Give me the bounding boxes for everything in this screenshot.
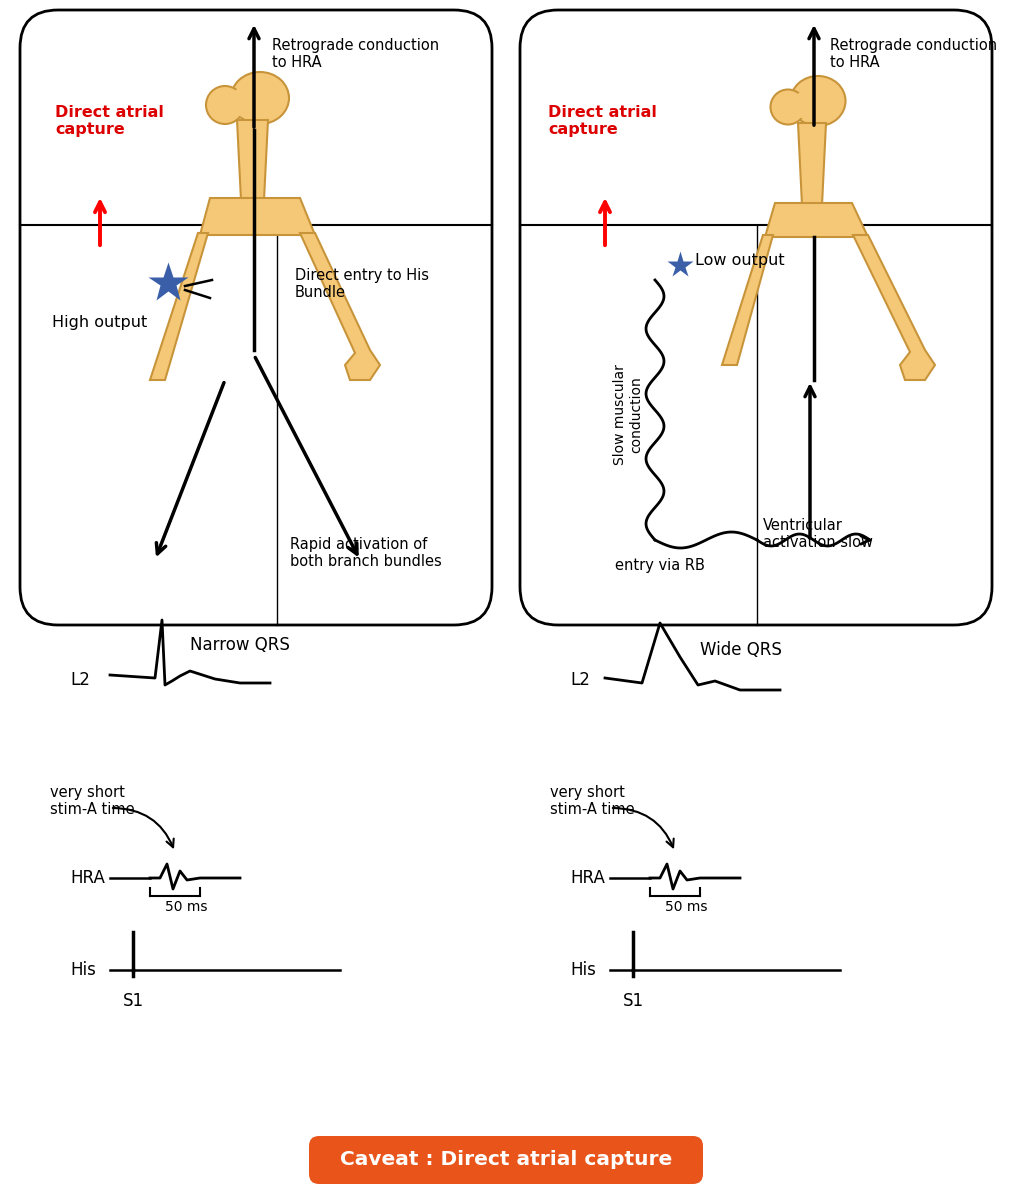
Polygon shape (150, 233, 208, 380)
FancyBboxPatch shape (520, 10, 991, 625)
Text: His: His (70, 961, 96, 979)
Text: HRA: HRA (569, 870, 605, 888)
Text: HRA: HRA (70, 870, 105, 888)
Ellipse shape (206, 86, 244, 124)
Polygon shape (721, 235, 772, 365)
Ellipse shape (790, 76, 844, 126)
Text: L2: L2 (70, 671, 90, 689)
Text: Caveat : Direct atrial capture: Caveat : Direct atrial capture (340, 1151, 671, 1170)
Polygon shape (852, 235, 934, 380)
Text: 50 ms: 50 ms (165, 900, 207, 914)
Text: S1: S1 (122, 992, 144, 1010)
Polygon shape (764, 203, 867, 237)
FancyBboxPatch shape (308, 1136, 703, 1184)
Text: Direct atrial
capture: Direct atrial capture (55, 104, 164, 137)
Polygon shape (798, 123, 825, 205)
Text: High output: High output (52, 315, 148, 330)
Ellipse shape (769, 90, 805, 125)
Text: Rapid activation of
both branch bundles: Rapid activation of both branch bundles (290, 537, 442, 569)
Text: Retrograde conduction
to HRA: Retrograde conduction to HRA (272, 38, 439, 71)
Text: Ventricular
activation slow: Ventricular activation slow (762, 518, 872, 550)
Polygon shape (237, 120, 268, 201)
Text: very short
stim-A time: very short stim-A time (50, 785, 134, 818)
Text: L2: L2 (569, 671, 589, 689)
Ellipse shape (792, 91, 819, 119)
Polygon shape (299, 233, 379, 380)
Text: Direct atrial
capture: Direct atrial capture (548, 104, 656, 137)
Ellipse shape (229, 86, 260, 116)
Text: Direct entry to His
Bundle: Direct entry to His Bundle (295, 268, 429, 300)
Text: Slow muscular
conduction: Slow muscular conduction (613, 365, 642, 466)
Ellipse shape (231, 72, 289, 124)
Text: 50 ms: 50 ms (664, 900, 707, 914)
Text: very short
stim-A time: very short stim-A time (549, 785, 634, 818)
Polygon shape (200, 198, 314, 235)
Text: Low output: Low output (695, 252, 784, 268)
Text: Wide QRS: Wide QRS (700, 641, 782, 659)
Text: entry via RB: entry via RB (615, 558, 705, 573)
FancyBboxPatch shape (20, 10, 491, 625)
Text: Narrow QRS: Narrow QRS (190, 637, 289, 655)
Text: S1: S1 (622, 992, 643, 1010)
Text: Retrograde conduction
to HRA: Retrograde conduction to HRA (829, 38, 996, 71)
Text: His: His (569, 961, 595, 979)
